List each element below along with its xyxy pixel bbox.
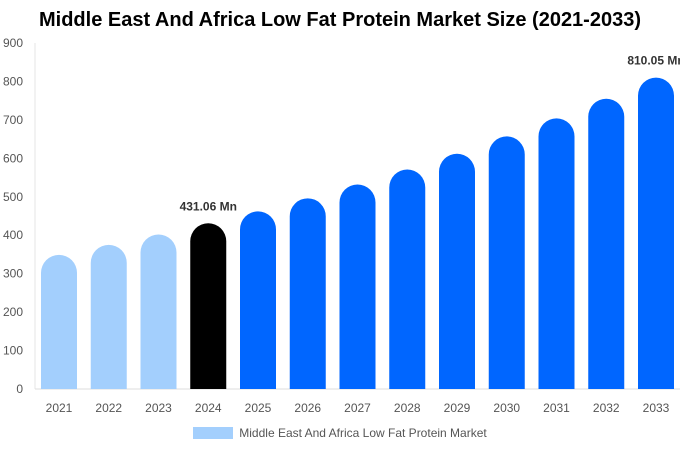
bar-2024 <box>190 223 227 389</box>
x-tick-label: 2032 <box>593 401 620 415</box>
y-tick-label: 100 <box>3 344 23 358</box>
x-tick-label: 2033 <box>643 401 670 415</box>
y-tick-label: 0 <box>16 382 23 396</box>
y-tick-label: 400 <box>3 228 23 242</box>
bar-2030 <box>488 136 525 389</box>
bar-2022 <box>90 244 127 389</box>
x-tick-label: 2030 <box>493 401 520 415</box>
y-tick-label: 300 <box>3 267 23 281</box>
bar-2023 <box>140 234 177 389</box>
bar-2026 <box>289 198 326 389</box>
bar-2032 <box>588 98 625 389</box>
y-tick-label: 500 <box>3 190 23 204</box>
x-tick-label: 2021 <box>46 401 73 415</box>
x-tick-label: 2026 <box>294 401 321 415</box>
data-label: 810.05 Mn <box>627 54 680 68</box>
legend: Middle East And Africa Low Fat Protein M… <box>0 426 680 440</box>
y-tick-label: 800 <box>3 74 23 88</box>
x-tick-label: 2028 <box>394 401 421 415</box>
legend-label: Middle East And Africa Low Fat Protein M… <box>239 426 487 440</box>
bar-2025 <box>240 211 276 389</box>
bar-2033 <box>638 77 674 389</box>
bar-2031 <box>538 118 575 389</box>
x-tick-label: 2024 <box>195 401 222 415</box>
x-tick-label: 2022 <box>95 401 122 415</box>
y-tick-label: 900 <box>3 36 23 50</box>
x-tick-label: 2025 <box>245 401 272 415</box>
x-tick-label: 2023 <box>145 401 172 415</box>
bar-2029 <box>439 153 475 389</box>
legend-swatch <box>193 427 234 439</box>
data-label: 431.06 Mn <box>180 199 237 213</box>
y-tick-label: 200 <box>3 305 23 319</box>
y-tick-label: 700 <box>3 113 23 127</box>
x-tick-label: 2029 <box>444 401 471 415</box>
bar-2028 <box>389 169 426 389</box>
x-tick-label: 2027 <box>344 401 371 415</box>
bar-2021 <box>41 254 77 389</box>
bar-2027 <box>339 184 376 389</box>
y-tick-label: 600 <box>3 151 23 165</box>
chart-title: Middle East And Africa Low Fat Protein M… <box>38 9 641 31</box>
x-tick-label: 2031 <box>543 401 570 415</box>
